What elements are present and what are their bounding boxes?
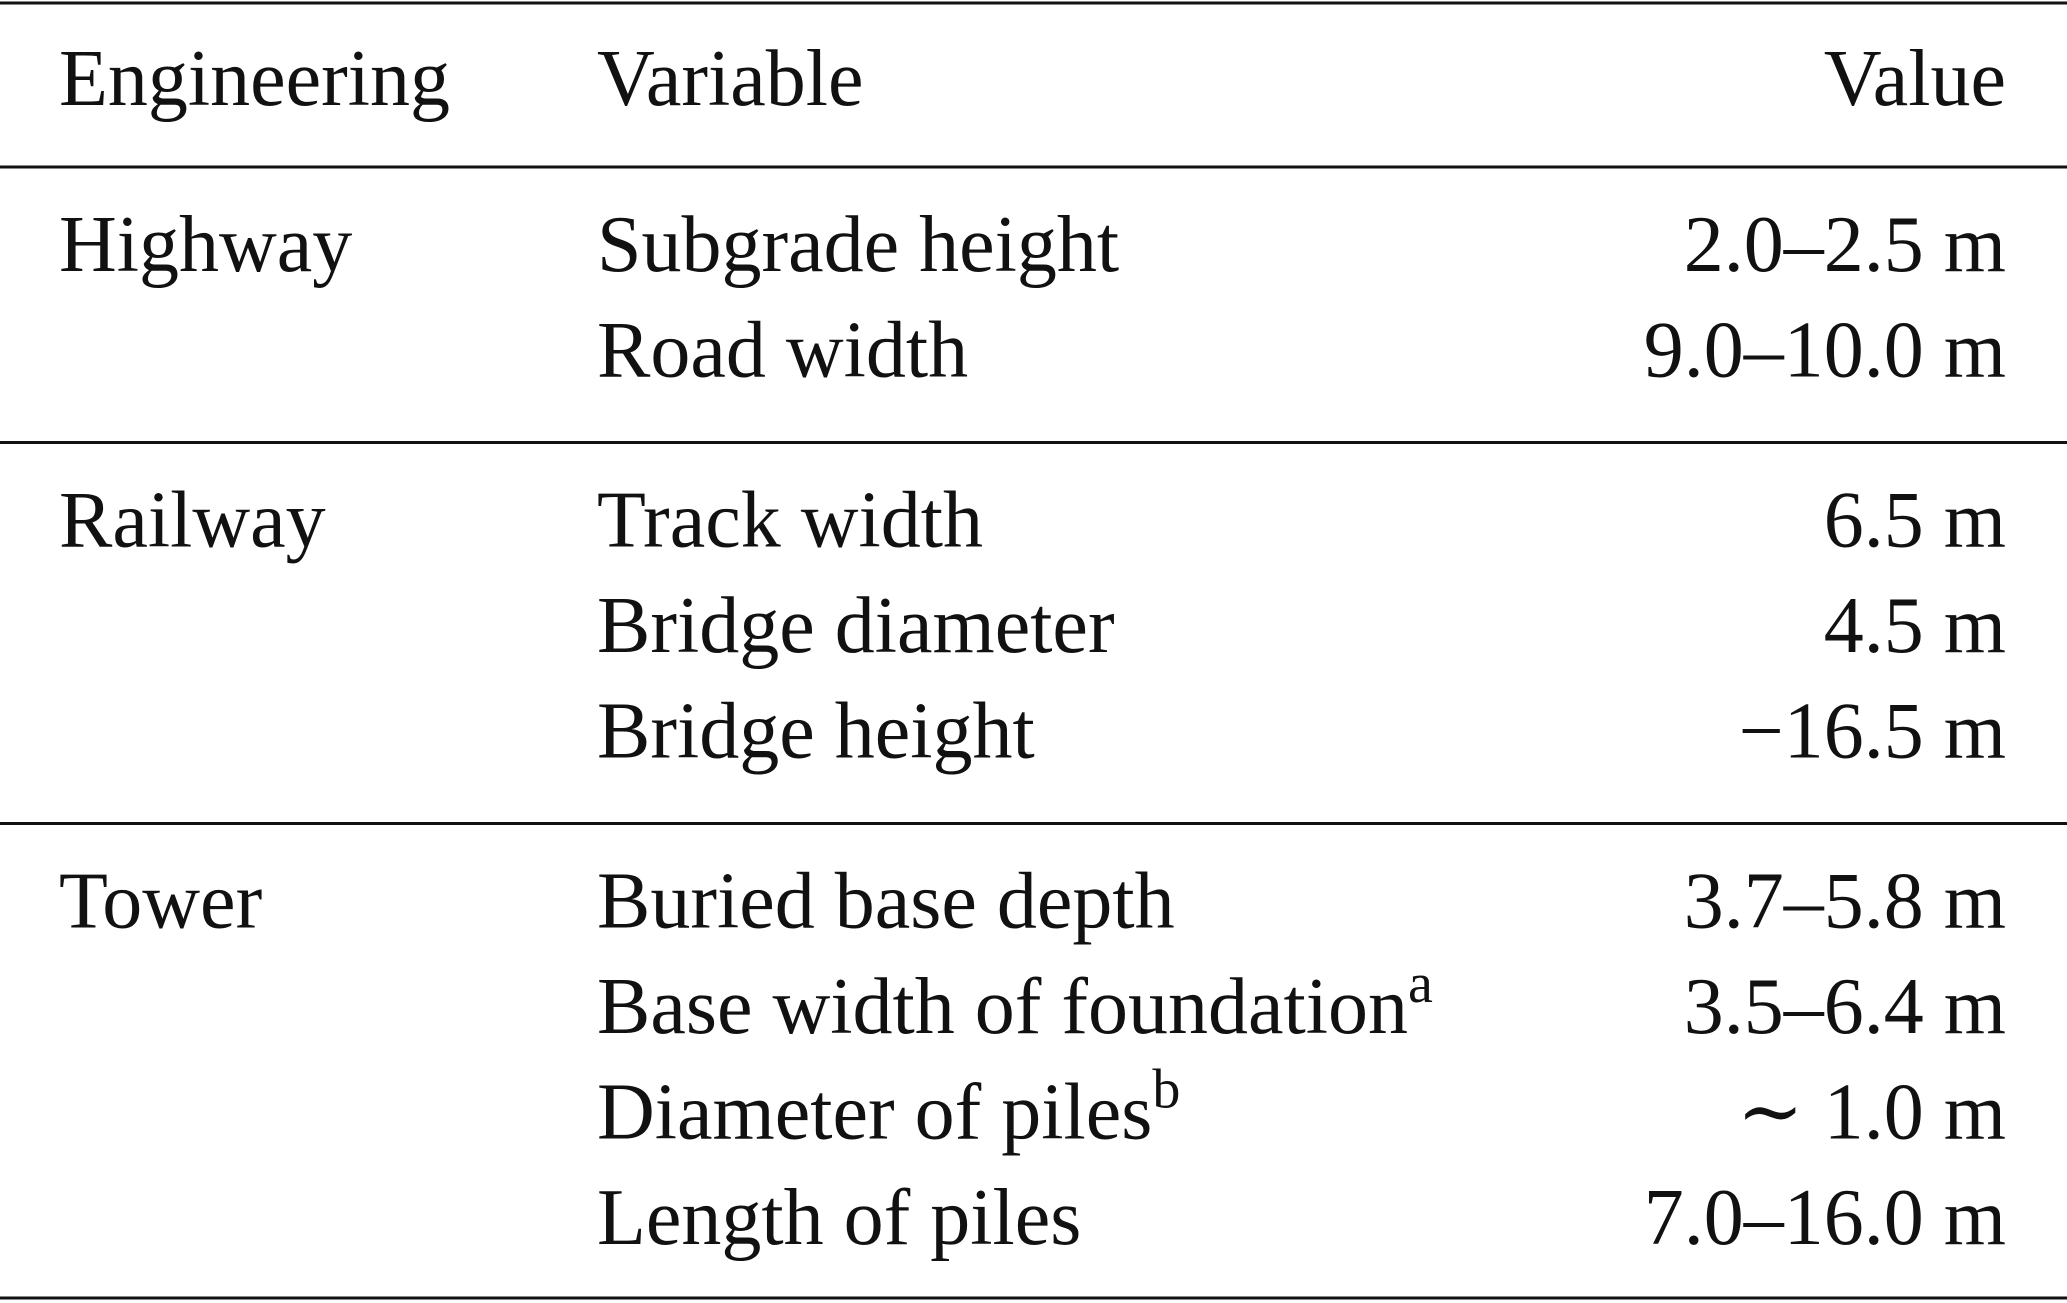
variable-text: Diameter of piles: [597, 1069, 1152, 1157]
variable-cell: Bridge height: [597, 688, 1035, 776]
value-cell: 6.5 m: [1824, 477, 2006, 565]
value-cell: 3.5–6.4 m: [1684, 963, 2006, 1051]
value-cell: ∼ 1.0 m: [1737, 1069, 2006, 1157]
engineering-cell: Tower: [59, 858, 262, 946]
footnote-mark: a: [1408, 953, 1433, 1015]
variable-cell: Subgrade height: [597, 201, 1119, 289]
variable-cell: Diameter of pilesb: [597, 1059, 1180, 1157]
header-cell: Variable: [597, 35, 864, 123]
variable-cell: Length of piles: [597, 1174, 1081, 1262]
value-cell: 4.5 m: [1824, 582, 2006, 670]
value-cell: 2.0–2.5 m: [1684, 201, 2006, 289]
variable-text: Subgrade height: [597, 201, 1119, 289]
variable-cell: Bridge diameter: [597, 582, 1115, 670]
variable-text: Length of piles: [597, 1174, 1081, 1262]
variable-cell: Base width of foundationa: [597, 953, 1433, 1051]
engineering-cell: Highway: [59, 201, 352, 289]
value-cell: 9.0–10.0 m: [1644, 307, 2006, 395]
variable-cell: Road width: [597, 307, 968, 395]
variable-text: Road width: [597, 307, 968, 395]
value-cell: −16.5 m: [1739, 688, 2006, 776]
variable-cell: Buried base depth: [597, 858, 1175, 946]
variable-cell: Track width: [597, 477, 983, 565]
value-cell: 3.7–5.8 m: [1684, 858, 2006, 946]
engineering-cell: Railway: [59, 477, 326, 565]
footnote-mark: b: [1152, 1059, 1180, 1121]
value-cell: 7.0–16.0 m: [1644, 1174, 2006, 1262]
variable-text: Base width of foundation: [597, 963, 1408, 1051]
header-cell: Engineering: [59, 35, 450, 123]
header-cell: Value: [1824, 35, 2006, 123]
variable-text: Track width: [597, 477, 983, 565]
variable-text: Bridge diameter: [597, 582, 1115, 670]
variable-text: Bridge height: [597, 688, 1035, 776]
variable-text: Buried base depth: [597, 858, 1175, 946]
